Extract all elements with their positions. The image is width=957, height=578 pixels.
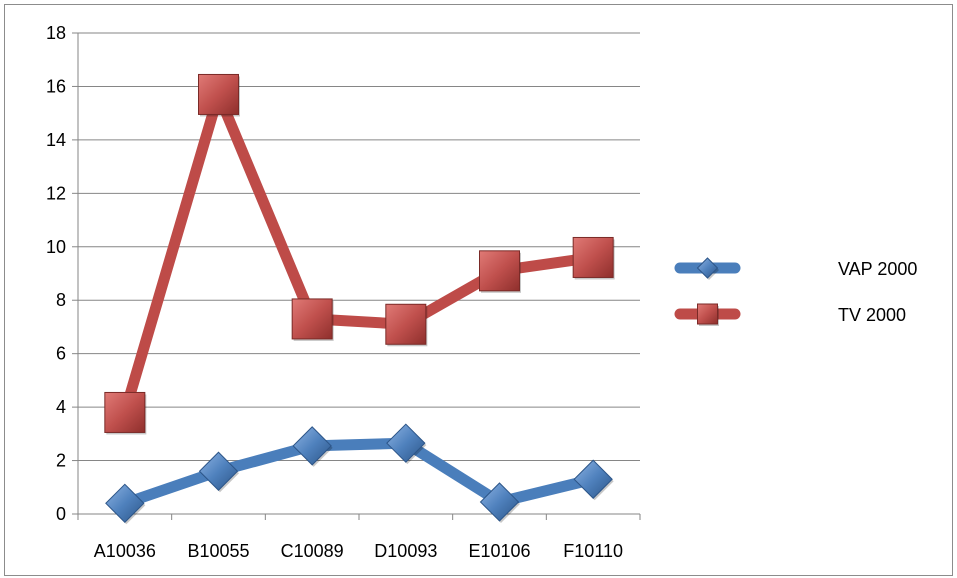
y-tick-labels: 0 2 4 6 8 10 12 14 16 18 xyxy=(46,23,66,524)
data-point xyxy=(479,482,520,523)
data-point xyxy=(573,459,614,501)
series-line xyxy=(119,437,599,509)
y-tick-label: 4 xyxy=(56,397,66,417)
axes xyxy=(72,32,641,520)
legend-swatch-marker xyxy=(696,257,719,280)
x-tick-label: E10106 xyxy=(468,541,530,561)
square-marker xyxy=(697,303,718,325)
diamond-marker xyxy=(292,426,332,466)
legend: VAP 2000 TV 2000 xyxy=(674,257,917,326)
legend-label: VAP 2000 xyxy=(838,259,917,279)
diamond-marker xyxy=(105,483,145,524)
square-marker xyxy=(572,236,614,278)
square-marker xyxy=(104,391,146,433)
diamond-marker xyxy=(479,482,520,522)
y-tick-label: 8 xyxy=(56,290,66,310)
y-tick-label: 12 xyxy=(46,183,66,203)
square-marker xyxy=(291,298,333,340)
data-point xyxy=(572,236,615,280)
diamond-marker xyxy=(198,451,239,491)
square-marker xyxy=(479,250,520,292)
x-tick-label: D10093 xyxy=(374,541,437,561)
y-tick-label: 10 xyxy=(46,237,66,257)
x-tick-label: F10110 xyxy=(563,541,623,561)
legend-label: TV 2000 xyxy=(838,305,906,325)
data-point xyxy=(104,391,147,435)
series-lines xyxy=(119,88,599,509)
data-point xyxy=(198,73,240,117)
series-line xyxy=(119,88,599,418)
data-point xyxy=(291,298,334,341)
x-tick-label: B10055 xyxy=(187,541,249,561)
data-point xyxy=(385,303,428,347)
y-tick-label: 2 xyxy=(56,451,66,471)
square-marker xyxy=(385,303,427,345)
diamond-marker xyxy=(696,257,719,279)
x-tick-label: A10036 xyxy=(94,541,156,561)
x-tick-label: C10089 xyxy=(281,541,344,561)
y-tick-label: 6 xyxy=(56,344,66,364)
y-tick-label: 18 xyxy=(46,23,66,43)
grid-lines xyxy=(78,32,640,462)
diamond-marker xyxy=(386,423,426,463)
legend-item: VAP 2000 xyxy=(674,257,917,280)
legend-swatch-marker xyxy=(697,303,719,326)
data-point xyxy=(198,451,239,493)
data-point xyxy=(105,483,146,525)
legend-item: TV 2000 xyxy=(674,303,906,326)
data-point xyxy=(386,423,427,465)
y-tick-label: 16 xyxy=(46,76,66,96)
y-tick-label: 0 xyxy=(56,504,66,524)
square-marker xyxy=(198,73,239,115)
series-markers xyxy=(104,73,615,525)
data-point xyxy=(292,426,333,467)
diamond-marker xyxy=(573,459,613,499)
data-point xyxy=(479,250,521,293)
y-tick-label: 14 xyxy=(46,130,66,150)
x-tick-labels: A10036 B10055 C10089 D10093 E10106 F10110 xyxy=(94,541,623,561)
